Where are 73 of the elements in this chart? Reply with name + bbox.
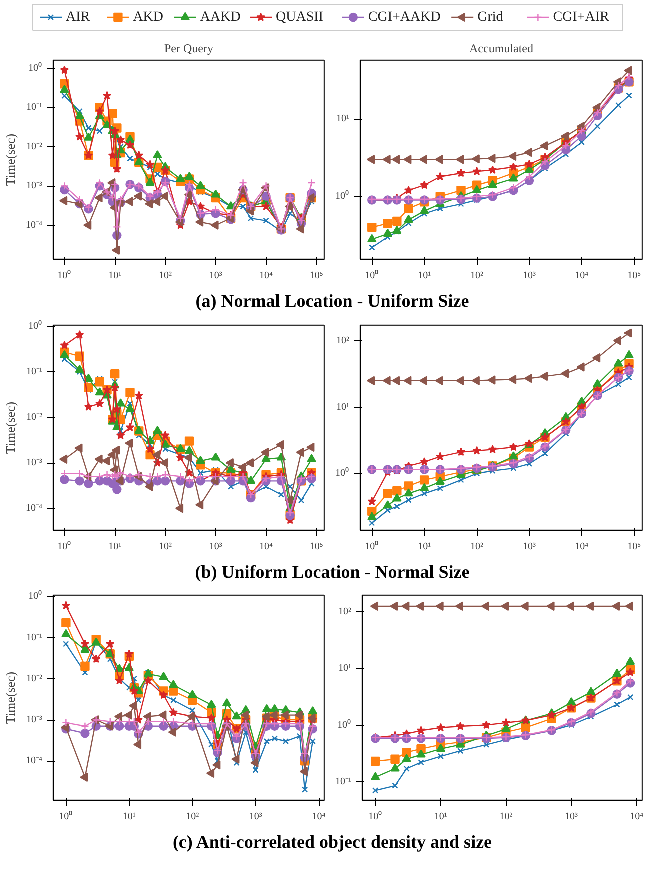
x-tick-label: 10⁰ xyxy=(59,810,74,823)
y-tick-label: 10⁰ xyxy=(28,62,42,74)
y-tick-label: 10⁻³ xyxy=(26,180,42,192)
x-tick-label: 10⁴ xyxy=(260,541,274,552)
y-tick-label: 10⁻¹ xyxy=(26,366,42,378)
y-tick-label: 10⁰ xyxy=(336,466,350,479)
x-tick-label: 10⁰ xyxy=(365,540,380,552)
x-tick-label: 10⁵ xyxy=(310,541,324,552)
x-tick-label: 10⁵ xyxy=(628,270,642,282)
x-tick-label: 10¹ xyxy=(108,270,122,282)
x-tick-label: 10¹ xyxy=(434,812,448,823)
legend-label: CGI+AAKD xyxy=(368,10,441,25)
y-tick-label: 10⁰ xyxy=(338,719,352,732)
x-tick-label: 10¹ xyxy=(108,541,122,552)
y-tick-label: 10⁻² xyxy=(26,674,42,685)
y-tick-label: 10⁻⁴ xyxy=(26,756,44,768)
chart-title: Per Query xyxy=(164,42,214,56)
x-tick-label: 10³ xyxy=(249,812,262,823)
y-tick-label: 10⁰ xyxy=(28,590,42,603)
y-tick-label: 10⁻³ xyxy=(26,714,42,726)
y-tick-label: 10⁻¹ xyxy=(26,632,42,644)
y-tick-label: 10¹ xyxy=(336,401,350,412)
x-tick-label: 10⁴ xyxy=(630,812,644,823)
x-tick-label: 10⁰ xyxy=(368,810,383,823)
y-tick-label: 10⁻⁴ xyxy=(26,502,44,514)
x-tick-label: 10² xyxy=(158,541,172,552)
y-tick-label: 10⁰ xyxy=(336,190,350,202)
x-tick-label: 10⁴ xyxy=(312,812,326,823)
y-tick-label: 10⁰ xyxy=(28,320,42,332)
x-tick-label: 10¹ xyxy=(418,270,432,282)
x-tick-label: 10⁰ xyxy=(58,540,72,552)
legend-label: AIR xyxy=(66,10,91,25)
y-tick-label: 10² xyxy=(338,606,352,618)
x-tick-label: 10⁴ xyxy=(575,541,590,552)
y-tick-label: 10⁻² xyxy=(26,412,42,423)
y-tick-label: 10⁻² xyxy=(26,141,42,152)
x-tick-label: 10⁰ xyxy=(365,270,380,282)
x-tick-label: 10⁵ xyxy=(628,541,642,552)
y-tick-label: 10¹ xyxy=(336,114,350,125)
y-axis-title: Time(sec) xyxy=(3,134,18,186)
legend-label: Grid xyxy=(478,10,504,25)
x-tick-label: 10² xyxy=(158,270,172,282)
x-tick-label: 10¹ xyxy=(418,541,432,552)
x-tick-label: 10³ xyxy=(209,270,222,282)
x-tick-label: 10² xyxy=(470,541,484,552)
y-tick-label: 10⁻¹ xyxy=(336,776,352,788)
y-tick-label: 10² xyxy=(336,335,350,346)
x-tick-label: 10³ xyxy=(522,270,536,282)
y-tick-label: 10⁻³ xyxy=(26,457,42,468)
x-tick-label: 10⁰ xyxy=(58,270,72,282)
y-tick-label: 10¹ xyxy=(338,664,352,674)
x-tick-label: 10⁴ xyxy=(575,270,590,282)
x-tick-label: 10² xyxy=(186,812,200,823)
y-tick-label: 10⁻⁴ xyxy=(26,220,44,231)
chart-title: Accumulated xyxy=(470,42,534,56)
legend-label: CGI+AIR xyxy=(553,10,610,25)
x-tick-label: 10⁵ xyxy=(310,270,324,282)
text: (a) Normal Location - Uniform Size xyxy=(196,290,470,313)
legend-label: AAKD xyxy=(200,10,241,25)
x-tick-label: 10³ xyxy=(522,541,536,552)
text: (b) Uniform Location - Normal Size xyxy=(195,560,470,584)
text: (c) Anti-correlated object density and size xyxy=(172,831,492,854)
y-tick-label: 10⁻¹ xyxy=(26,102,42,114)
y-axis-title: Time(sec) xyxy=(3,672,18,725)
x-tick-label: 10³ xyxy=(565,812,578,823)
legend-label: AKD xyxy=(133,10,164,25)
x-tick-label: 10⁴ xyxy=(260,270,274,282)
y-axis-title: Time(sec) xyxy=(3,402,18,454)
x-tick-label: 10² xyxy=(500,812,513,823)
x-tick-label: 10¹ xyxy=(122,812,136,823)
x-tick-label: 10² xyxy=(470,270,484,282)
legend-label: QUASII xyxy=(276,10,324,25)
x-tick-label: 10³ xyxy=(209,541,222,552)
